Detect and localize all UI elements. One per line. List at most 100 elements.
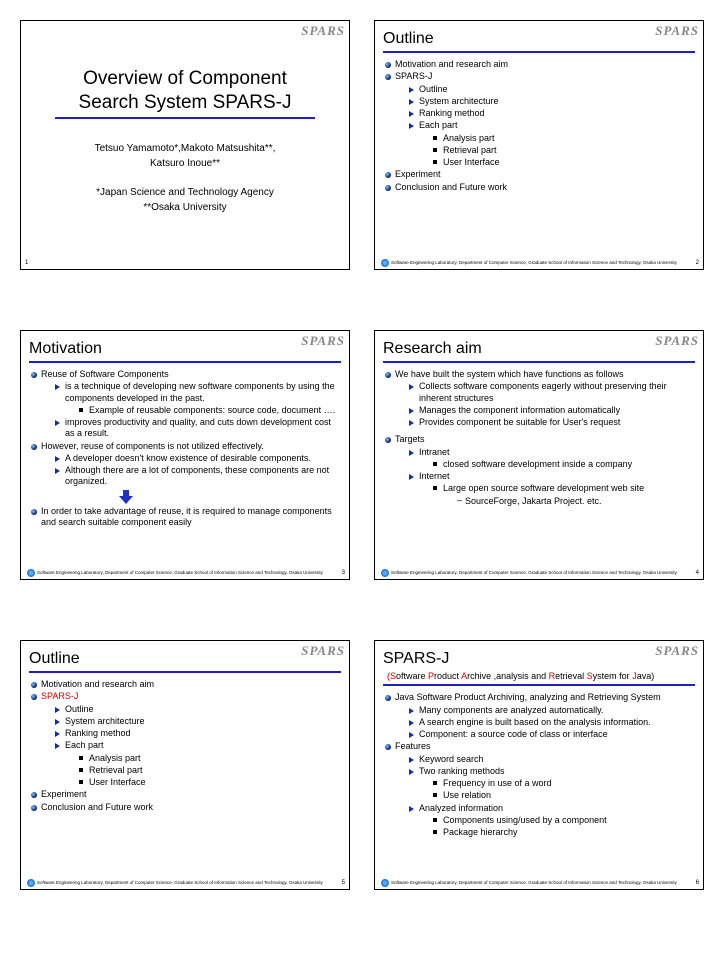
bullet-list: Motivation and research aim SPARS-J Outl… [383,59,695,193]
list-item: Analysis part [431,133,695,144]
list-item: Retrieval part [431,145,695,156]
list-item: User Interface [77,777,341,788]
slide-6: SPARS SPARS-J (Software Product Archive … [374,640,704,890]
list-item: Manages the component information automa… [407,405,695,416]
slide-4: SPARS Research aim We have built the sys… [374,330,704,580]
spars-logo: SPARS [301,23,345,39]
footer: Software Engineering Laboratory, Departm… [381,879,697,887]
footer: Software Engineering Laboratory, Departm… [27,569,343,577]
list-item: SourceForge, Jakarta Project. etc. [455,496,695,507]
footer: Software Engineering Laboratory, Departm… [381,569,697,577]
list-item: Many components are analyzed automatical… [407,705,695,716]
item-text: SPARS-J [395,71,432,81]
affiliations: *Japan Science and Technology Agency **O… [29,185,341,215]
page-number: 5 [342,880,345,888]
item-text: Analyzed information [419,803,503,813]
spars-logo: SPARS [301,333,345,349]
footer-icon [381,569,389,577]
list-item: Outline [407,84,695,95]
item-text: is a technique of developing new softwar… [65,381,335,402]
list-item: Collects software components eagerly wit… [407,381,695,404]
footer-text: Software Engineering Laboratory, Departm… [391,260,677,266]
sub-text: ystem for [593,671,633,681]
list-item: Experiment [383,169,695,180]
list-item: Each part Analysis part Retrieval part U… [53,740,341,788]
list-item: We have built the system which have func… [383,369,695,428]
title-rule [383,51,695,53]
slide-1: SPARS Overview of Component Search Syste… [20,20,350,270]
page-number: 2 [696,260,699,268]
item-text: Internet [419,471,450,481]
list-item: Experiment [29,789,341,800]
list-item: Conclusion and Future work [29,802,341,813]
list-item: Although there are a lot of components, … [53,465,341,488]
list-item: is a technique of developing new softwar… [53,381,341,416]
bullet-list: In order to take advantage of reuse, it … [29,506,341,529]
list-item: Internet Large open source software deve… [407,471,695,507]
list-item: Large open source software development w… [431,483,695,507]
title-rule [29,361,341,363]
list-item: User Interface [431,157,695,168]
list-item: Motivation and research aim [29,679,341,690]
arrow-down-icon [119,490,133,504]
item-text: Features [395,741,431,751]
item-text: Large open source software development w… [443,483,644,493]
list-item: Intranet closed software development ins… [407,447,695,471]
list-item: Features Keyword search Two ranking meth… [383,741,695,838]
sub-text: oftware [396,671,428,681]
list-item: Frequency in use of a word [431,778,695,789]
title-rule [29,671,341,673]
list-item: Outline [53,704,341,715]
list-item: Example of reusable components: source c… [77,405,341,416]
list-item: Package hierarchy [431,827,695,838]
author-line-1: Tetsuo Yamamoto*,Makoto Matsushita**, [95,143,276,154]
slide-title: Overview of Component Search System SPAR… [29,67,341,115]
list-item: System architecture [53,716,341,727]
spars-logo: SPARS [655,333,699,349]
list-item: Java Software Product Archiving, analyzi… [383,692,695,740]
footer-icon [27,879,35,887]
list-item: However, reuse of components is not util… [29,441,341,488]
spars-logo: SPARS [655,23,699,39]
item-text: Two ranking methods [419,766,505,776]
bullet-list: Java Software Product Archiving, analyzi… [383,692,695,838]
item-text: SPARS-J [41,691,78,701]
footer-text: Software Engineering Laboratory, Departm… [391,570,677,576]
list-item: A developer doesn't know existence of de… [53,453,341,464]
slide-2: SPARS Outline Motivation and research ai… [374,20,704,270]
item-text: Java Software Product Archiving, analyzi… [395,692,661,702]
item-text: Targets [395,434,425,444]
slide-5: SPARS Outline Motivation and research ai… [20,640,350,890]
list-item: Analysis part [77,753,341,764]
footer-text: Software Engineering Laboratory, Departm… [37,570,323,576]
slide-subtitle: (Software Product Archive ,analysis and … [387,671,695,682]
slide-3: SPARS Motivation Reuse of Software Compo… [20,330,350,580]
footer: Software Engineering Laboratory, Departm… [381,259,697,267]
slide-title: Outline [383,29,695,49]
list-item: closed software development inside a com… [431,459,695,470]
affil-2: **Osaka University [143,202,226,213]
slide-title: Motivation [29,339,341,359]
page-number: 4 [696,570,699,578]
bullet-list: Reuse of Software Components is a techni… [29,369,341,488]
bullet-list: Motivation and research aim SPARS-J Outl… [29,679,341,813]
list-item: Component: a source code of class or int… [407,729,695,740]
sub-text: etrieval [555,671,587,681]
item-text: However, reuse of components is not util… [41,441,264,451]
page-number: 1 [25,260,28,268]
list-item: Analyzed information Components using/us… [407,803,695,839]
spars-logo: SPARS [301,643,345,659]
list-item: Reuse of Software Components is a techni… [29,369,341,440]
slide-title: Research aim [383,339,695,359]
footer-icon [27,569,35,577]
list-item: Ranking method [53,728,341,739]
title-rule [383,361,695,363]
page-number: 3 [342,570,345,578]
list-item: Provides component be suitable for User'… [407,417,695,428]
list-item: Use relation [431,790,695,801]
authors: Tetsuo Yamamoto*,Makoto Matsushita**, Ka… [29,141,341,171]
item-text: Intranet [419,447,450,457]
footer-text: Software Engineering Laboratory, Departm… [37,880,323,886]
title-line-1: Overview of Component [83,68,287,89]
list-item: Targets Intranet closed software develop… [383,434,695,507]
